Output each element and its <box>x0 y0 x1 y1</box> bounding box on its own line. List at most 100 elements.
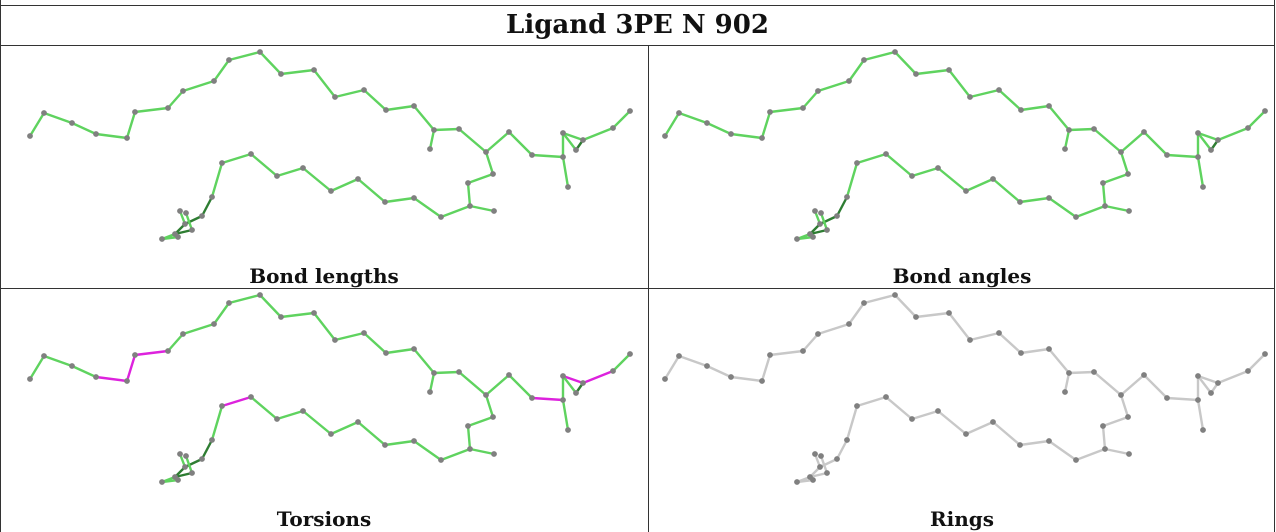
atom <box>361 87 367 93</box>
bond <box>468 183 470 206</box>
bond <box>916 70 949 74</box>
atom <box>27 376 33 382</box>
molecule-bond-lengths <box>0 46 648 288</box>
atom <box>1066 127 1072 133</box>
atom <box>431 370 437 376</box>
bond <box>468 174 493 183</box>
atom <box>759 378 765 384</box>
atom <box>573 390 579 396</box>
atom <box>27 133 33 139</box>
bond <box>1248 111 1265 128</box>
atom <box>913 71 919 77</box>
atom <box>1208 390 1214 396</box>
atom <box>963 188 969 194</box>
atom <box>274 173 280 179</box>
bond <box>434 372 459 373</box>
atom <box>861 57 867 63</box>
bond <box>993 179 1020 202</box>
bond <box>1069 372 1094 373</box>
atom <box>438 457 444 463</box>
atom <box>1125 171 1131 177</box>
bond <box>665 356 679 379</box>
atom <box>883 151 889 157</box>
atom <box>483 392 489 398</box>
bond <box>459 372 486 395</box>
molecule-bond-angles <box>649 46 1275 288</box>
atom <box>1091 369 1097 375</box>
molecule-structure <box>662 49 1268 242</box>
atom <box>69 363 75 369</box>
bond <box>1105 449 1129 454</box>
bond <box>1094 372 1121 395</box>
atom <box>996 330 1002 336</box>
atom <box>883 394 889 400</box>
bond <box>886 154 912 176</box>
bond <box>386 106 414 110</box>
bond <box>202 440 212 459</box>
atom <box>560 154 566 160</box>
bond <box>1167 155 1198 157</box>
bond <box>1094 129 1121 152</box>
atom <box>909 173 915 179</box>
atom <box>1200 427 1206 433</box>
atom <box>199 213 205 219</box>
bond <box>1105 206 1129 211</box>
bond <box>837 440 847 459</box>
bond <box>970 333 999 340</box>
bond <box>251 154 277 176</box>
atom <box>165 105 171 111</box>
bond <box>966 422 993 434</box>
atom <box>177 208 183 214</box>
atom <box>580 380 586 386</box>
panel-bond-lengths: Bond lengths <box>0 46 648 288</box>
atom <box>467 446 473 452</box>
atom <box>456 369 462 375</box>
atom <box>728 374 734 380</box>
atom <box>506 129 512 135</box>
bond <box>96 377 127 381</box>
atom <box>800 348 806 354</box>
atom <box>817 221 823 227</box>
molecule-structure <box>27 292 633 485</box>
atom <box>1018 350 1024 356</box>
atom <box>844 437 850 443</box>
atom <box>211 78 217 84</box>
atom <box>159 479 165 485</box>
bond <box>849 60 864 81</box>
bond <box>470 449 494 454</box>
bond <box>679 113 707 123</box>
atom <box>177 451 183 457</box>
bond <box>251 397 277 419</box>
atom <box>1046 103 1052 109</box>
bond <box>1121 132 1144 152</box>
atom <box>892 49 898 55</box>
bond <box>335 333 364 340</box>
atom <box>175 477 181 483</box>
atom <box>132 352 138 358</box>
atom <box>132 109 138 115</box>
atom <box>1091 126 1097 132</box>
atom <box>610 125 616 131</box>
atom <box>1195 373 1201 379</box>
atom <box>278 314 284 320</box>
bond <box>818 81 849 91</box>
bond <box>414 441 441 460</box>
molecule-structure <box>662 292 1268 485</box>
atom <box>248 151 254 157</box>
atom <box>257 49 263 55</box>
atom <box>328 431 334 437</box>
atom <box>834 213 840 219</box>
bond <box>770 351 803 355</box>
atom <box>467 203 473 209</box>
atom <box>610 368 616 374</box>
atom <box>274 416 280 422</box>
atom <box>465 180 471 186</box>
atom <box>676 110 682 116</box>
atom <box>704 120 710 126</box>
bond <box>468 426 470 449</box>
bond <box>1065 130 1069 149</box>
caption-bond-lengths: Bond lengths <box>0 264 648 288</box>
atom <box>854 403 860 409</box>
atom <box>1100 423 1106 429</box>
atom <box>411 346 417 352</box>
